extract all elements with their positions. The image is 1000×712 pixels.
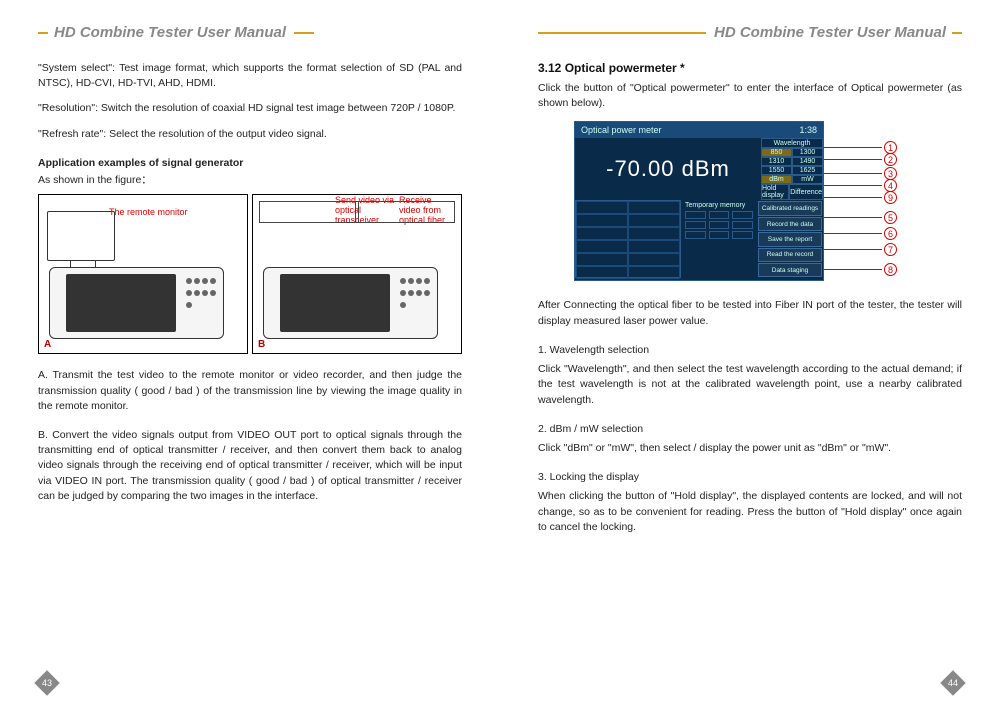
figure-a-caption: The remote monitor bbox=[109, 207, 188, 217]
figure-a-label: A bbox=[44, 339, 51, 350]
callout-9: 9 bbox=[824, 191, 897, 204]
opm-wl-1490[interactable]: 1490 bbox=[792, 157, 823, 166]
tester-device-a bbox=[49, 267, 224, 339]
tester-buttons-b bbox=[399, 276, 431, 332]
opm-btn-record[interactable]: Record the data bbox=[758, 217, 822, 231]
header-rule-short bbox=[38, 32, 48, 34]
transceiver-left bbox=[259, 201, 359, 223]
opm-lower-row: Temporary memory Calibrated readings Rec… bbox=[575, 200, 823, 278]
para-wavelength: Click "Wavelength", and then select the … bbox=[538, 362, 962, 408]
opm-wavelength-header: Wavelength bbox=[761, 138, 823, 148]
tester-screen-a bbox=[66, 274, 176, 332]
para-a: A. Transmit the test video to the remote… bbox=[38, 368, 462, 414]
opm-screen: Optical power meter 1:38 -70.00 dBm Wave… bbox=[574, 121, 824, 281]
para-opm-intro: Click the button of "Optical powermeter"… bbox=[538, 81, 962, 111]
opm-action-col: Calibrated readings Record the data Save… bbox=[757, 200, 823, 278]
opm-unit-mw[interactable]: mW bbox=[792, 175, 823, 184]
opm-diff[interactable]: Difference bbox=[789, 184, 823, 200]
callout-6: 6 bbox=[824, 227, 897, 240]
callout-7: 7 bbox=[824, 243, 897, 256]
opm-status-time: 1:38 bbox=[799, 125, 817, 135]
appex-subtitle: As shown in the figure： bbox=[38, 173, 462, 188]
opm-wl-1550[interactable]: 1550 bbox=[761, 166, 792, 175]
page-44: HD Combine Tester User Manual 3.12 Optic… bbox=[500, 0, 1000, 712]
opm-wl-1300[interactable]: 1300 bbox=[792, 148, 823, 157]
opm-btn-calibrated[interactable]: Calibrated readings bbox=[758, 201, 822, 215]
opm-wl-1310[interactable]: 1310 bbox=[761, 157, 792, 166]
para-system-select: "System select": Test image format, whic… bbox=[38, 61, 462, 91]
opm-btn-read[interactable]: Read the record bbox=[758, 248, 822, 262]
opm-reading: -70.00 dBm bbox=[575, 138, 761, 200]
para-lock: When clicking the button of "Hold displa… bbox=[538, 489, 962, 535]
page-header-right: HD Combine Tester User Manual bbox=[538, 24, 962, 41]
tester-buttons-a bbox=[185, 276, 217, 332]
page-header-left: HD Combine Tester User Manual bbox=[38, 24, 462, 41]
h-dbm-mw: 2. dBm / mW selection bbox=[538, 422, 962, 437]
callout-2: 2 bbox=[824, 153, 897, 166]
opm-btn-staging[interactable]: Data staging bbox=[758, 263, 822, 277]
para-b: B. Convert the video signals output from… bbox=[38, 428, 462, 504]
para-refresh-rate: "Refresh rate": Select the resolution of… bbox=[38, 127, 462, 142]
figure-row: The remote monitor A Send video via opti… bbox=[38, 194, 462, 354]
figure-b-label: B bbox=[258, 339, 265, 350]
tester-screen-b bbox=[280, 274, 390, 332]
opm-wl-1625[interactable]: 1625 bbox=[792, 166, 823, 175]
h-lock: 3. Locking the display bbox=[538, 470, 962, 485]
opm-temp-memory: Temporary memory bbox=[681, 200, 757, 278]
header-rule-short bbox=[952, 32, 962, 34]
opm-sidecol: Wavelength 8501300 13101490 15501625 dBm… bbox=[761, 138, 823, 200]
h-wavelength: 1. Wavelength selection bbox=[538, 343, 962, 358]
figure-b: Send video via optical transceiver Recei… bbox=[252, 194, 462, 354]
para-dbm-mw: Click "dBm" or "mW", then select / displ… bbox=[538, 441, 962, 456]
callout-8: 8 bbox=[824, 263, 897, 276]
section-title-opm: 3.12 Optical powermeter * bbox=[538, 61, 962, 75]
opm-statusbar: Optical power meter 1:38 bbox=[575, 122, 823, 138]
callout-5: 5 bbox=[824, 211, 897, 224]
opm-wl-850[interactable]: 850 bbox=[761, 148, 792, 157]
page-43: HD Combine Tester User Manual "System se… bbox=[0, 0, 500, 712]
para-resolution: "Resolution": Switch the resolution of c… bbox=[38, 101, 462, 116]
appex-title: Application examples of signal generator bbox=[38, 156, 462, 171]
page-number-left: 43 bbox=[34, 670, 59, 695]
figure-a: The remote monitor A bbox=[38, 194, 248, 354]
header-rule bbox=[538, 32, 706, 34]
header-rule bbox=[294, 32, 314, 34]
remote-monitor-icon bbox=[47, 211, 115, 261]
page-number-right: 44 bbox=[940, 670, 965, 695]
transceiver-right bbox=[355, 201, 455, 223]
opm-btn-save[interactable]: Save the report bbox=[758, 232, 822, 246]
header-title: HD Combine Tester User Manual bbox=[714, 24, 946, 41]
header-title: HD Combine Tester User Manual bbox=[54, 24, 286, 41]
opm-mem-title: Temporary memory bbox=[685, 202, 753, 209]
opm-hold[interactable]: Hold display bbox=[761, 184, 789, 200]
tester-device-b bbox=[263, 267, 438, 339]
para-after-connect: After Connecting the optical fiber to be… bbox=[538, 298, 962, 328]
opm-unit-dbm[interactable]: dBm bbox=[761, 175, 792, 184]
opm-figure: Optical power meter 1:38 -70.00 dBm Wave… bbox=[538, 121, 908, 286]
opm-result-table bbox=[575, 200, 681, 278]
opm-status-title: Optical power meter bbox=[581, 125, 662, 135]
opm-main-row: -70.00 dBm Wavelength 8501300 13101490 1… bbox=[575, 138, 823, 200]
